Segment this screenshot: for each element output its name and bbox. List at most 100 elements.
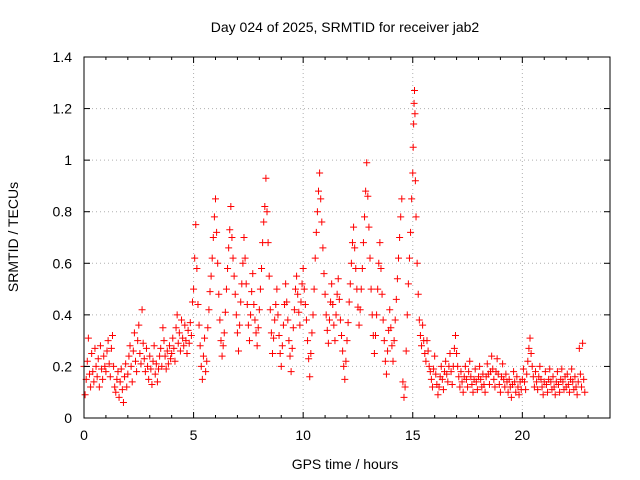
x-axis-label: GPS time / hours <box>292 456 399 472</box>
data-point <box>389 357 397 365</box>
data-point <box>443 370 451 378</box>
data-point <box>340 362 348 370</box>
data-point <box>172 324 180 332</box>
data-point <box>462 375 470 383</box>
data-point <box>284 316 292 324</box>
data-point <box>283 298 291 306</box>
data-point <box>367 285 375 293</box>
data-point <box>324 339 332 347</box>
data-point <box>466 357 474 365</box>
data-point <box>415 316 423 324</box>
data-point <box>546 365 554 373</box>
data-point <box>533 378 541 386</box>
data-point <box>456 383 464 391</box>
data-point <box>477 375 485 383</box>
data-point <box>268 350 276 358</box>
data-point <box>137 360 145 368</box>
data-point <box>307 350 315 358</box>
data-point <box>419 321 427 329</box>
data-point <box>396 234 404 241</box>
data-point <box>104 337 112 345</box>
data-point <box>320 270 328 278</box>
data-point <box>92 362 100 370</box>
data-point <box>539 391 547 399</box>
data-point <box>554 380 562 388</box>
data-point <box>133 368 141 376</box>
data-point <box>300 285 308 293</box>
data-point <box>574 378 582 386</box>
data-point <box>387 324 395 332</box>
data-point <box>434 391 442 399</box>
data-point <box>252 329 260 337</box>
data-point <box>100 352 108 360</box>
data-point <box>510 368 518 376</box>
data-point <box>243 301 251 309</box>
data-point <box>93 373 101 381</box>
data-point <box>411 110 419 118</box>
data-point <box>169 334 177 342</box>
data-point <box>542 380 550 388</box>
data-point <box>190 285 198 293</box>
data-point <box>568 365 576 373</box>
data-point <box>159 324 167 332</box>
data-point <box>573 391 581 399</box>
data-point <box>174 339 182 347</box>
data-point <box>135 321 143 329</box>
data-point <box>96 342 104 350</box>
y-tick-label: 0 <box>64 410 72 426</box>
data-point <box>176 347 184 355</box>
data-point <box>245 337 253 345</box>
x-tick-label: 10 <box>295 427 311 443</box>
data-point <box>146 352 154 360</box>
data-point <box>311 254 319 262</box>
data-point <box>304 337 312 345</box>
data-point <box>403 311 411 319</box>
data-point <box>288 344 296 352</box>
data-point <box>468 380 476 388</box>
data-point <box>310 285 318 293</box>
data-point <box>526 334 534 342</box>
data-point <box>549 373 557 381</box>
data-point <box>359 239 367 247</box>
data-point <box>365 223 373 231</box>
data-point <box>521 378 529 386</box>
data-point <box>499 360 507 368</box>
data-point <box>453 350 461 358</box>
y-tick-label: 0.4 <box>53 307 73 323</box>
data-point <box>99 375 107 383</box>
data-point <box>309 311 317 319</box>
data-point <box>358 264 366 272</box>
data-point <box>390 337 398 345</box>
data-point <box>118 386 126 394</box>
data-point <box>407 228 415 236</box>
data-point <box>495 380 503 388</box>
data-point <box>108 331 116 339</box>
data-point <box>490 375 498 383</box>
data-point <box>301 301 309 309</box>
data-point <box>188 298 196 306</box>
data-point <box>523 370 531 378</box>
data-point <box>213 228 221 236</box>
data-point <box>186 319 194 327</box>
data-point <box>384 347 392 355</box>
data-point <box>411 87 419 95</box>
x-tick-label: 15 <box>405 427 421 443</box>
data-point <box>202 368 210 376</box>
data-point <box>553 368 561 376</box>
data-point <box>483 360 491 368</box>
data-point <box>173 311 181 319</box>
data-point <box>94 355 102 363</box>
data-point <box>377 264 385 272</box>
data-point <box>277 362 285 370</box>
data-point <box>106 373 114 381</box>
data-point <box>199 352 207 360</box>
data-point <box>371 331 379 339</box>
data-point <box>559 378 567 386</box>
data-point <box>352 264 360 272</box>
data-point <box>575 344 583 352</box>
data-point <box>431 352 439 360</box>
data-point <box>123 383 131 391</box>
data-point <box>198 375 206 383</box>
data-point <box>181 321 189 329</box>
data-point <box>161 352 169 360</box>
